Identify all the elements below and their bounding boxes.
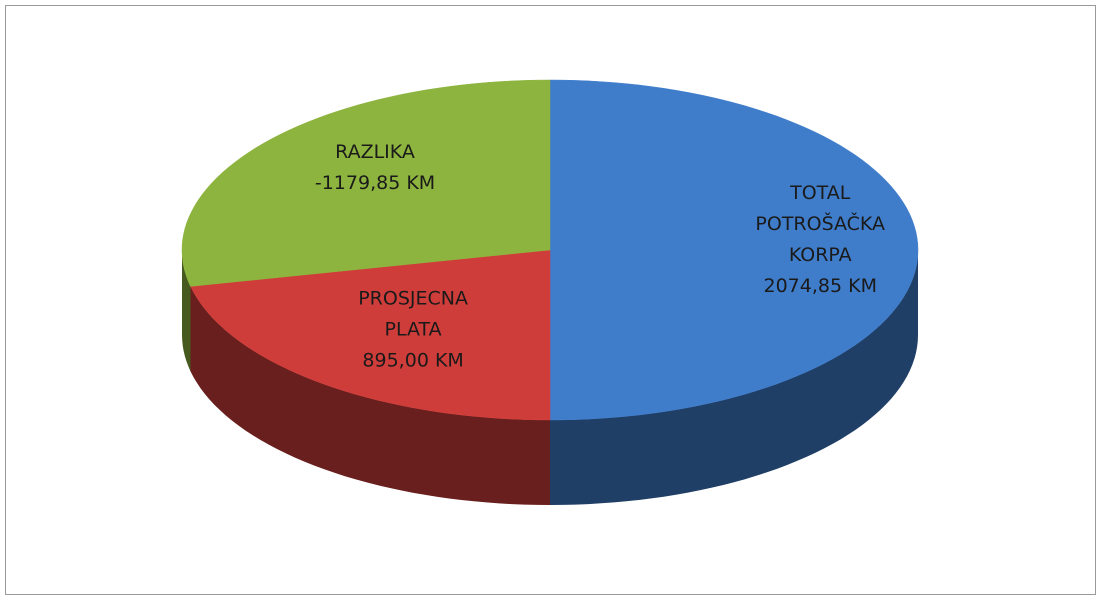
- pie-side: [182, 250, 191, 372]
- slice-label: RAZLIKA -1179,85 KM: [300, 137, 450, 199]
- category: RAZLIKA: [335, 140, 415, 163]
- value-label: 2074,85 KM: [763, 275, 877, 297]
- pie-slice: [190, 249, 551, 421]
- category: PROSJECNA PLATA: [358, 287, 468, 341]
- pie-slice: [549, 79, 919, 421]
- slice-label: TOTAL POTROŠAČKA KORPA 2074,85 KM: [738, 178, 903, 302]
- value-label: -1179,85 KM: [314, 171, 436, 194]
- pie-side: [190, 286, 550, 505]
- category: TOTAL POTROŠAČKA KORPA: [755, 182, 886, 266]
- slice-label: PROSJECNA PLATA 895,00 KM: [338, 284, 488, 377]
- pie-side: [550, 250, 918, 505]
- pie-slice: [181, 79, 551, 287]
- value-label: 895,00 KM: [362, 349, 464, 372]
